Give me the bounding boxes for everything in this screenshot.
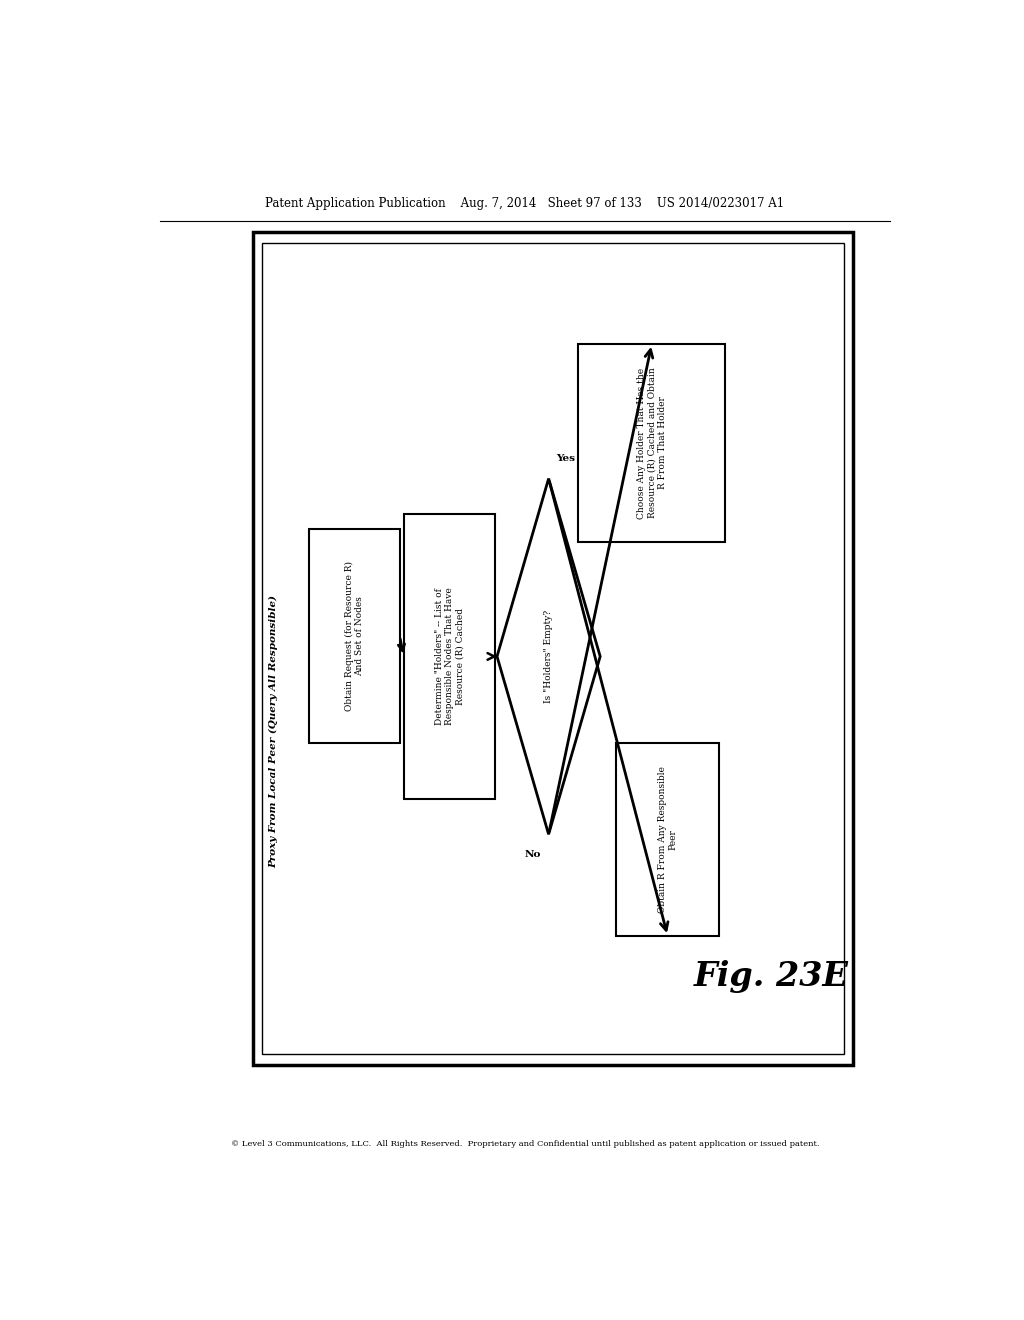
Text: Proxy From Local Peer (Query All Responsible): Proxy From Local Peer (Query All Respons… bbox=[268, 595, 278, 869]
Text: Patent Application Publication    Aug. 7, 2014   Sheet 97 of 133    US 2014/0223: Patent Application Publication Aug. 7, 2… bbox=[265, 197, 784, 210]
Bar bbox=[253, 231, 853, 1065]
Text: Determine "Holders" -- List of
Responsible Nodes That Have
Resource (R) Cached: Determine "Holders" -- List of Responsib… bbox=[434, 587, 464, 725]
Bar bbox=[403, 515, 495, 799]
Text: Obtain R From Any Responsible
Peer: Obtain R From Any Responsible Peer bbox=[658, 766, 677, 913]
Text: Fig. 23E: Fig. 23E bbox=[693, 960, 848, 993]
Bar bbox=[308, 529, 399, 743]
Text: No: No bbox=[524, 850, 541, 858]
Text: © Level 3 Communications, LLC.  All Rights Reserved.  Proprietary and Confidenti: © Level 3 Communications, LLC. All Right… bbox=[230, 1140, 819, 1148]
Bar bbox=[616, 743, 719, 936]
Text: Yes: Yes bbox=[557, 454, 575, 463]
Polygon shape bbox=[497, 479, 600, 834]
Text: Is "Holders" Empty?: Is "Holders" Empty? bbox=[544, 610, 553, 704]
Text: Choose Any Holder That Has the
Resource (R) Cached and Obtain
R From That Holder: Choose Any Holder That Has the Resource … bbox=[637, 367, 667, 519]
Bar bbox=[262, 243, 844, 1053]
Text: Obtain Request (for Resource R)
And Set of Nodes: Obtain Request (for Resource R) And Set … bbox=[344, 561, 364, 711]
Bar bbox=[579, 345, 725, 543]
